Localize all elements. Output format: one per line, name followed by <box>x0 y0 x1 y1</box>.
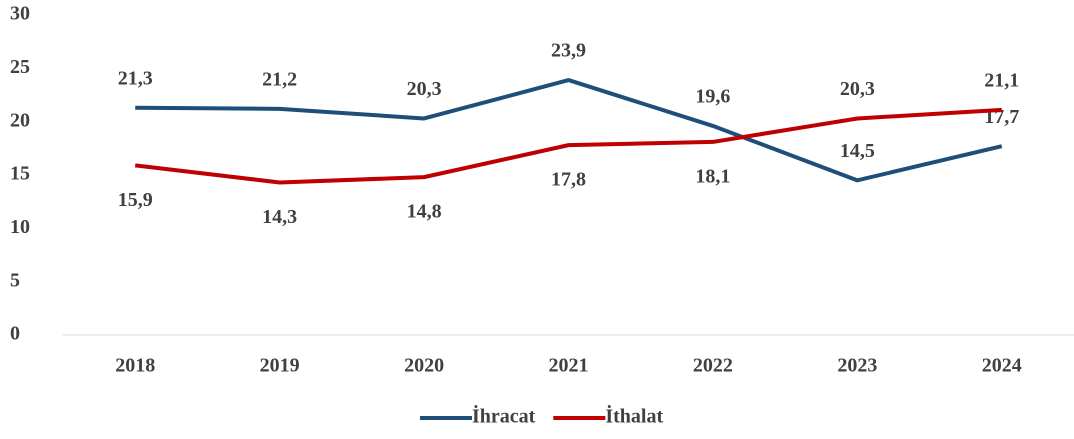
data-label: 18,1 <box>695 166 730 188</box>
data-label: 20,3 <box>840 78 875 100</box>
y-tick-label: 25 <box>10 56 30 78</box>
series-line <box>135 78 1003 183</box>
y-tick-label: 0 <box>10 323 20 345</box>
series-line <box>134 107 1002 185</box>
data-label: 23,9 <box>551 40 586 62</box>
x-tick-label: 2020 <box>404 355 444 377</box>
legend-label: İthalat <box>605 404 663 428</box>
legend-label: İhracat <box>472 404 536 428</box>
data-label: 21,2 <box>262 68 297 90</box>
y-tick-label: 10 <box>10 216 30 238</box>
y-tick-label: 30 <box>10 3 30 25</box>
data-label: 14,8 <box>407 201 442 223</box>
x-tick-label: 2019 <box>260 355 300 377</box>
y-tick-label: 15 <box>10 163 30 185</box>
x-tick-label: 2018 <box>115 355 155 377</box>
data-label: 14,5 <box>840 140 875 162</box>
x-tick-label: 2021 <box>549 355 589 377</box>
y-tick-label: 5 <box>10 269 20 291</box>
data-label: 19,6 <box>695 86 730 108</box>
data-label: 17,8 <box>551 169 586 191</box>
data-label: 21,1 <box>984 70 1019 92</box>
data-label: 20,3 <box>407 78 442 100</box>
data-label: 14,3 <box>262 206 297 228</box>
y-tick-label: 20 <box>10 109 30 131</box>
x-tick-label: 2023 <box>837 355 877 377</box>
data-label: 15,9 <box>118 189 153 211</box>
x-tick-label: 2022 <box>693 355 733 377</box>
data-label: 21,3 <box>118 67 153 89</box>
x-tick-label: 2024 <box>982 355 1022 377</box>
